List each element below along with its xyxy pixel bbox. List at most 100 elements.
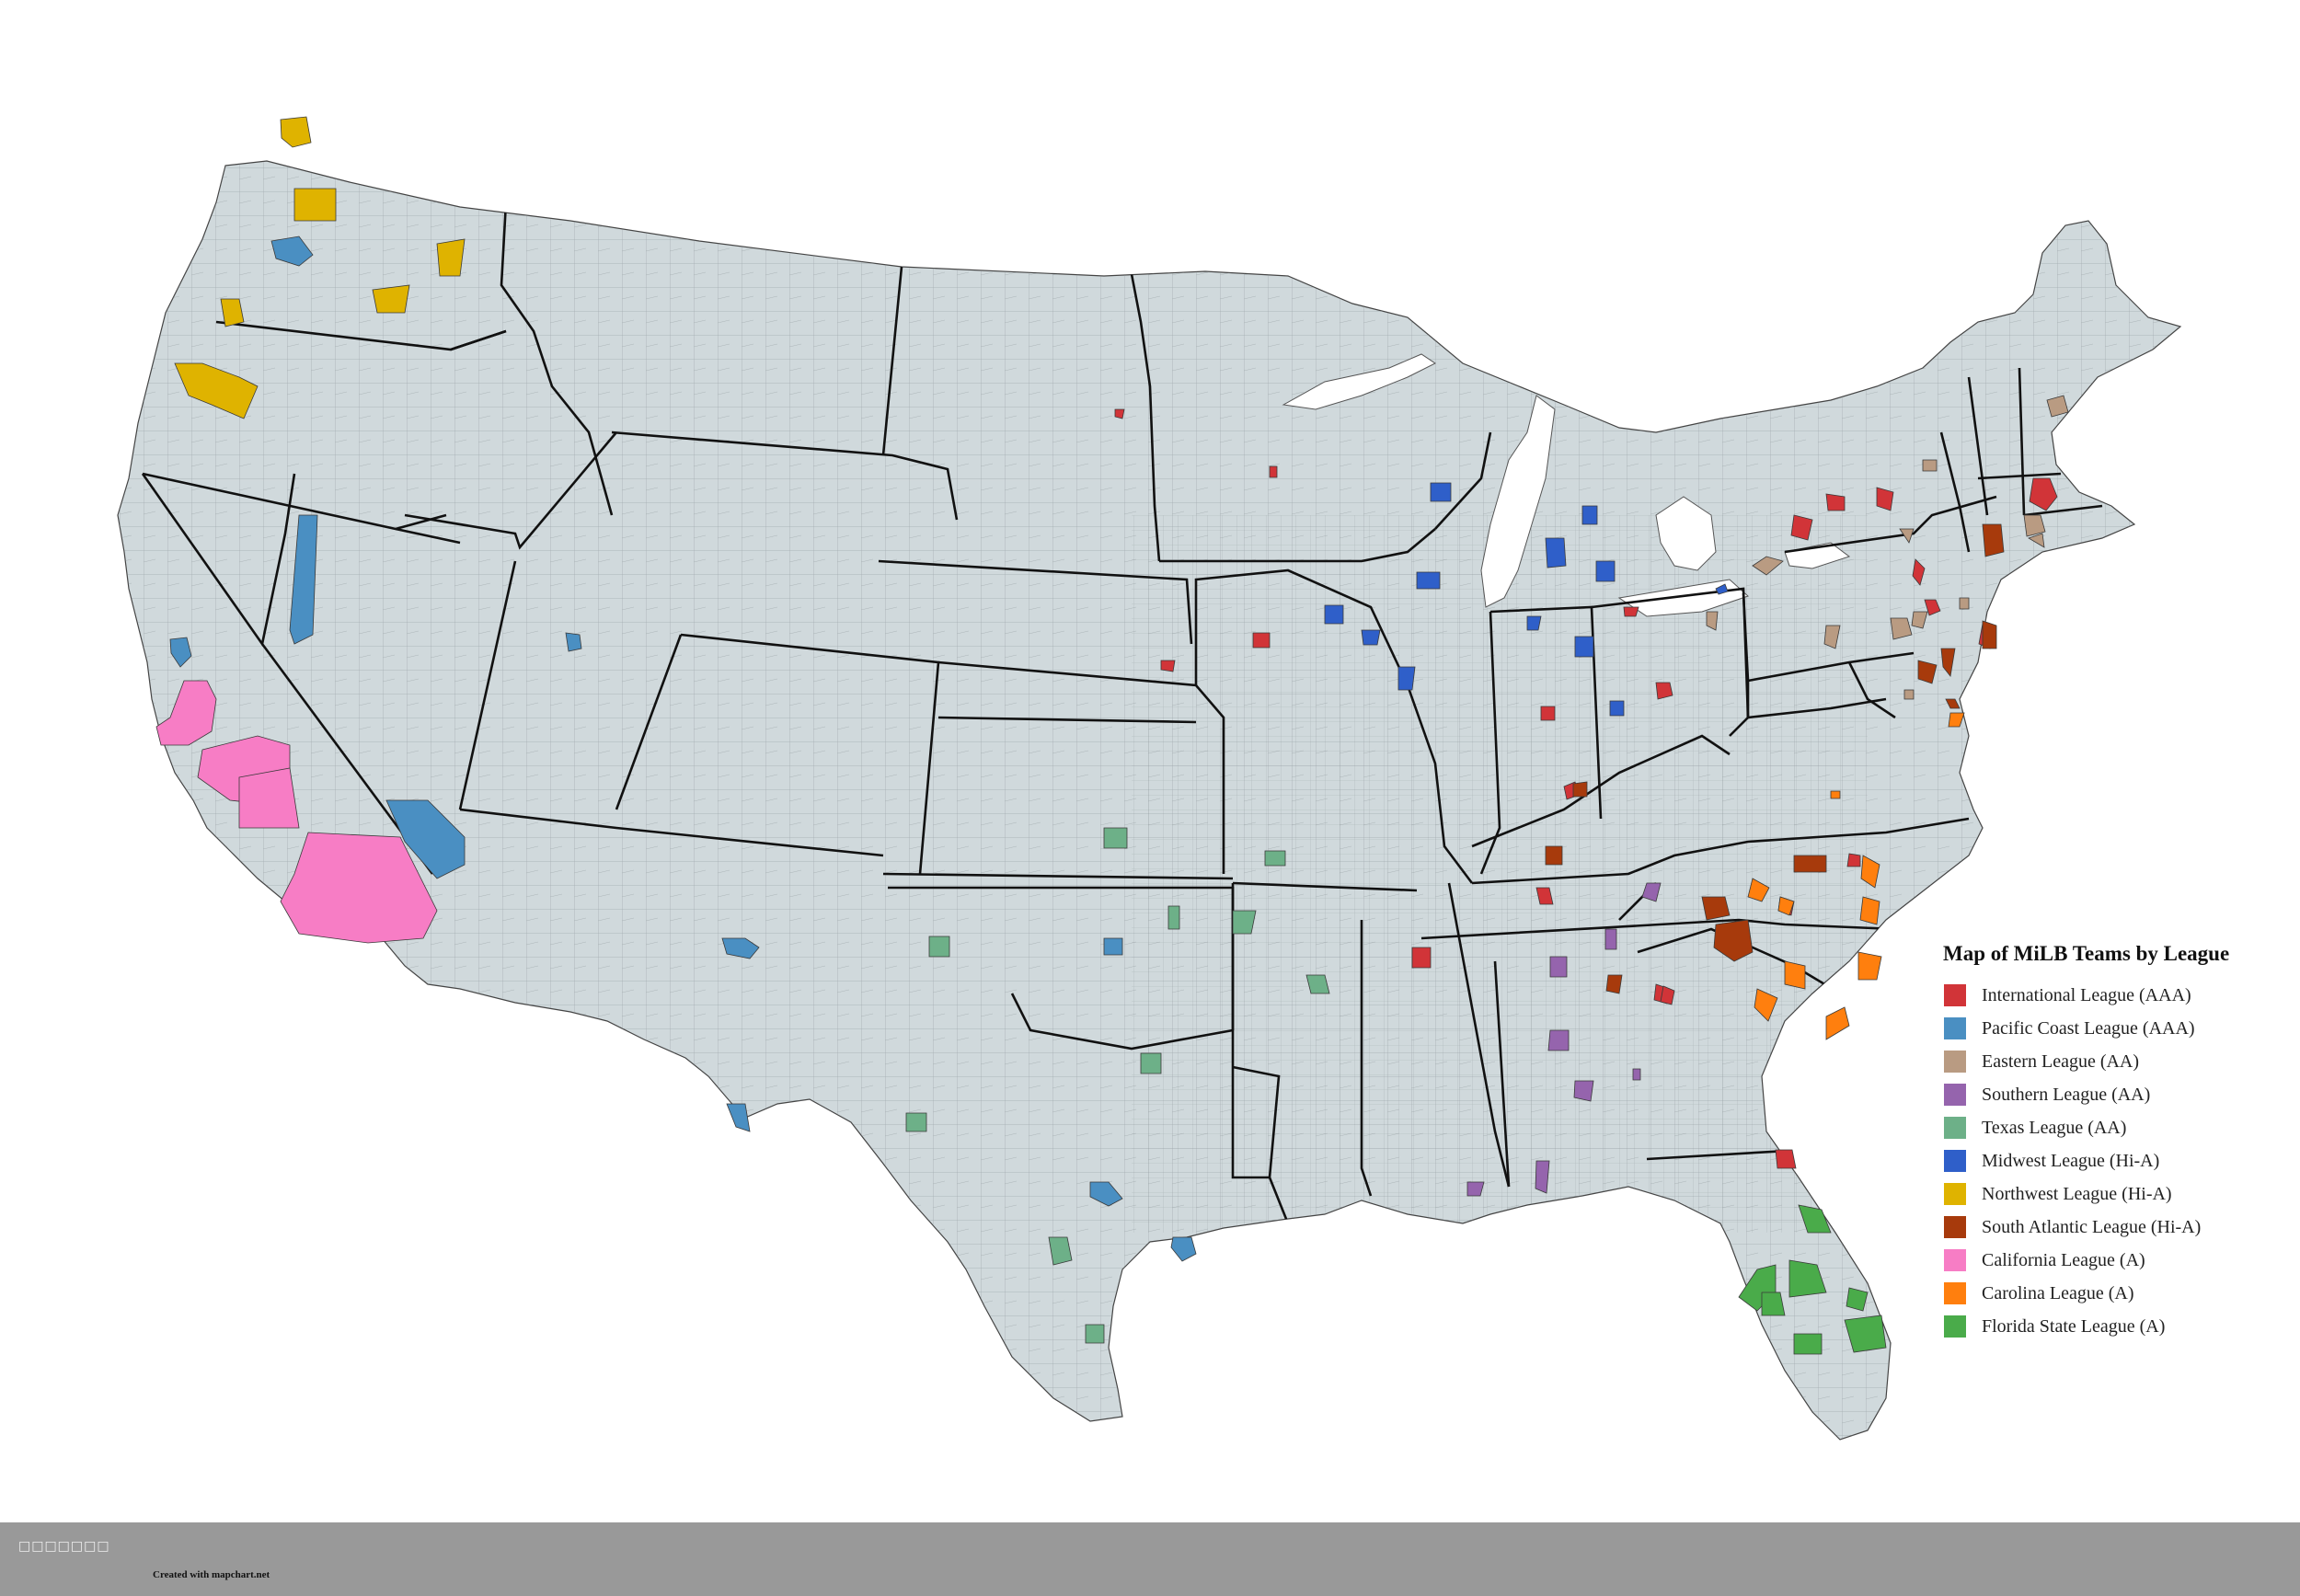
league-county-region	[1655, 682, 1673, 700]
league-county-region	[1632, 1068, 1641, 1081]
legend-swatch	[1944, 1282, 1966, 1304]
league-county-region	[1604, 928, 1617, 950]
league-county-region	[1324, 604, 1344, 625]
legend-label: Florida State League (A)	[1982, 1315, 2166, 1337]
legend-swatch	[1944, 1084, 1966, 1106]
league-county-region	[1922, 459, 1938, 472]
league-county-region	[1609, 700, 1625, 717]
legend-label: California League (A)	[1982, 1249, 2145, 1270]
league-county-region	[289, 514, 318, 645]
league-county-region	[1924, 599, 1941, 616]
legend-swatch	[1944, 984, 1966, 1006]
legend-label: Texas League (AA)	[1982, 1117, 2127, 1138]
league-county-region	[1761, 1292, 1786, 1316]
league-county-region	[280, 116, 312, 148]
league-county-region	[1361, 629, 1381, 646]
legend-label: International League (AAA)	[1982, 984, 2191, 1005]
legend-item: California League (A)	[1943, 1244, 2274, 1277]
league-county-region	[1940, 648, 1956, 677]
legend-item: International League (AAA)	[1943, 979, 2274, 1012]
league-county-region	[238, 767, 300, 829]
league-county-region	[1823, 625, 1841, 649]
league-county-region	[1754, 988, 1778, 1022]
league-county-region	[1572, 781, 1588, 798]
league-county-region	[1167, 905, 1180, 930]
league-county-region	[905, 1112, 927, 1132]
league-county-region	[1701, 896, 1731, 921]
league-county-region	[1416, 571, 1441, 590]
legend-label: Midwest League (Hi-A)	[1982, 1150, 2160, 1171]
league-county-region	[1788, 1259, 1827, 1298]
league-county-region	[1715, 583, 1729, 595]
league-county-region	[1535, 887, 1554, 905]
legend-swatch	[1944, 1051, 1966, 1073]
legend-item: Eastern League (AA)	[1943, 1045, 2274, 1078]
league-county-region	[293, 188, 337, 222]
legend-label: Eastern League (AA)	[1982, 1051, 2140, 1072]
league-county-region	[1581, 505, 1598, 525]
legend-item: Southern League (AA)	[1943, 1078, 2274, 1111]
league-county-region	[1160, 660, 1176, 672]
league-county-region	[1430, 482, 1452, 502]
league-county-region	[1798, 1204, 1832, 1234]
league-county-region	[1859, 896, 1880, 925]
league-county-region	[1526, 615, 1542, 631]
legend-item: Midwest League (Hi-A)	[1943, 1144, 2274, 1177]
legend-swatch	[1944, 1183, 1966, 1205]
legend-item: Florida State League (A)	[1943, 1310, 2274, 1343]
league-county-region	[1605, 974, 1623, 994]
legend-item: Carolina League (A)	[1943, 1277, 2274, 1310]
legend-swatch	[1944, 1117, 1966, 1139]
league-county-region	[220, 298, 245, 327]
league-county-region	[372, 284, 410, 314]
footer-placeholder-glyphs: □□□□□□□	[18, 1539, 110, 1554]
league-county-region	[928, 936, 950, 958]
league-county-region	[1825, 1006, 1850, 1040]
league-county-region	[1790, 514, 1813, 541]
league-county-region	[1641, 882, 1662, 902]
league-county-region	[1775, 1149, 1797, 1169]
legend-item: Pacific Coast League (AAA)	[1943, 1012, 2274, 1045]
legend-title: Map of MiLB Teams by League	[1943, 942, 2230, 965]
league-county-region	[721, 937, 760, 959]
league-county-region	[1784, 960, 1806, 990]
league-county-region	[1752, 556, 1784, 576]
footer-credit: Created with mapchart.net	[153, 1569, 270, 1580]
league-county-region	[1793, 1333, 1823, 1355]
league-county-region	[1917, 660, 1938, 684]
league-county-region	[1252, 632, 1271, 649]
league-county-region	[1713, 919, 1754, 962]
league-county-region	[1085, 1324, 1105, 1344]
league-county-region	[1948, 712, 1965, 728]
footer-bar: □□□□□□□ Created with mapchart.net	[0, 1522, 2300, 1596]
league-county-region	[1844, 1315, 1887, 1353]
league-county-region	[1846, 853, 1861, 867]
legend-swatch	[1944, 1315, 1966, 1338]
map-legend: Map of MiLB Teams by League Internationa…	[1943, 942, 2274, 1343]
league-county-region	[1573, 1080, 1594, 1102]
league-county-region	[1232, 910, 1257, 935]
league-county-region	[1103, 937, 1123, 956]
league-county-region	[1411, 947, 1432, 969]
league-county-region	[726, 1103, 751, 1132]
legend-label: Southern League (AA)	[1982, 1084, 2151, 1105]
league-county-region	[1903, 689, 1915, 700]
league-county-region	[1793, 855, 1827, 873]
league-county-region	[2028, 533, 2045, 548]
legend-item: South Atlantic League (Hi-A)	[1943, 1211, 2274, 1244]
league-county-region	[1857, 951, 1882, 981]
legend-swatch	[1944, 1017, 1966, 1039]
us-county-map	[117, 116, 2182, 1441]
league-county-region	[1899, 528, 1915, 544]
league-county-region	[1103, 827, 1128, 849]
league-county-region	[1595, 560, 1616, 582]
legend-swatch	[1944, 1150, 1966, 1172]
legend-items: International League (AAA) Pacific Coast …	[1943, 979, 2274, 1343]
legend-swatch	[1944, 1249, 1966, 1271]
league-county-region	[1982, 523, 2005, 557]
league-county-region	[1912, 558, 1926, 586]
league-county-region	[1706, 611, 1719, 631]
league-regions	[155, 116, 2069, 1355]
legend-label: South Atlantic League (Hi-A)	[1982, 1216, 2202, 1237]
league-county-region	[1890, 617, 1913, 640]
